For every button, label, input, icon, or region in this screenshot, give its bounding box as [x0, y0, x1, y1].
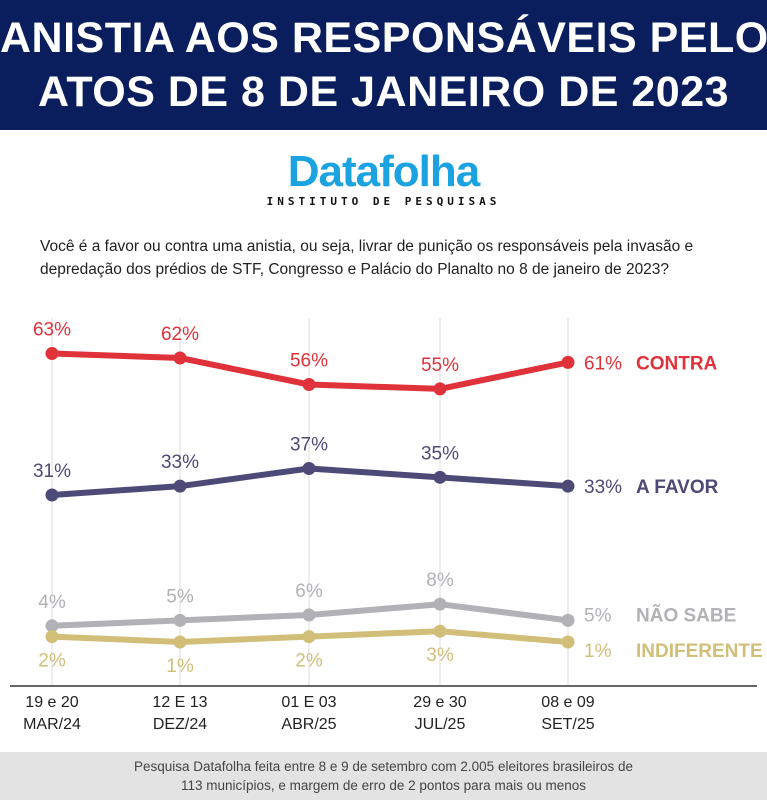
title-banner: ANISTIA AOS RESPONSÁVEIS PELOS ATOS DE 8…	[0, 0, 767, 130]
datafolha-logo: Datafolha INSTITUTO DE PESQUISAS	[0, 147, 767, 209]
x-tick-label: 19 e 20	[25, 694, 78, 711]
data-point	[45, 488, 59, 502]
data-point	[433, 597, 447, 611]
x-tick-label: 29 e 30	[413, 694, 466, 711]
footer-line-2: 113 municípios, e margem de erro de 2 po…	[181, 778, 586, 793]
data-label: 5%	[166, 586, 194, 607]
data-point	[45, 347, 59, 361]
x-tick-label: DEZ/24	[153, 716, 207, 733]
survey-question: Você é a favor ou contra uma anistia, ou…	[40, 238, 694, 278]
data-label: 1%	[166, 656, 194, 677]
data-label: 4%	[38, 592, 66, 613]
data-point	[561, 635, 575, 649]
series-legend: 61% CONTRA 33% A FAVOR 5% NÃO SABE 1% INDIFEREN…	[584, 353, 763, 662]
data-label: 6%	[295, 581, 323, 602]
end-value-label: 5%	[584, 605, 612, 626]
x-tick-label: SET/25	[541, 716, 594, 733]
data-label: 2%	[295, 651, 323, 672]
end-value-label: 61%	[584, 353, 622, 374]
series-name-label: CONTRA	[636, 353, 718, 374]
data-label: 31%	[33, 461, 71, 482]
logo-wordmark: Datafolha	[287, 147, 480, 196]
title-line-2: ATOS DE 8 DE JANEIRO DE 2023	[37, 68, 730, 116]
logo-subtitle: INSTITUTO DE PESQUISAS	[266, 195, 501, 208]
data-label: 8%	[426, 570, 454, 591]
data-point	[433, 624, 447, 638]
x-tick-label: 08 e 09	[541, 694, 594, 711]
data-label: 62%	[161, 324, 199, 345]
data-point	[433, 470, 447, 484]
data-labels: 63% 62% 56% 55% 31% 33% 37% 35% 4% 5% 6% 8% 2% 1% 2% 3%	[33, 320, 459, 677]
data-point	[433, 382, 447, 396]
data-label: 33%	[161, 452, 199, 473]
end-value-label: 1%	[584, 641, 612, 662]
title-line-1: ANISTIA AOS RESPONSÁVEIS PELOS	[0, 14, 767, 62]
data-point	[302, 608, 316, 622]
series-name-label: INDIFERENTE	[636, 641, 763, 662]
x-tick-label: JUL/25	[415, 716, 466, 733]
data-point	[561, 355, 575, 369]
data-point	[302, 378, 316, 391]
data-point	[45, 630, 59, 644]
data-point	[173, 351, 187, 365]
series-lines	[45, 347, 575, 649]
data-label: 55%	[421, 355, 459, 376]
line-chart: 63% 62% 56% 55% 31% 33% 37% 35% 4% 5% 6% 8% 2% 1% 2% 3%…	[10, 318, 763, 733]
data-point	[173, 613, 187, 627]
end-value-label: 33%	[584, 477, 622, 498]
data-label: 56%	[290, 351, 328, 372]
data-point	[561, 613, 575, 627]
data-label: 37%	[290, 434, 328, 455]
data-point	[302, 461, 316, 475]
footer-note: Pesquisa Datafolha feita entre 8 e 9 de …	[0, 752, 767, 800]
data-label: 3%	[426, 645, 454, 666]
data-label: 35%	[421, 443, 459, 464]
series-name-label: NÃO SABE	[636, 604, 736, 626]
data-point	[45, 619, 59, 633]
data-point	[561, 479, 575, 493]
x-tick-label: ABR/25	[281, 716, 336, 733]
footer-line-1: Pesquisa Datafolha feita entre 8 e 9 de …	[133, 759, 634, 774]
data-label: 63%	[33, 320, 71, 341]
x-tick-label: MAR/24	[23, 716, 81, 733]
x-tick-labels: 19 e 20 MAR/24 12 E 13 DEZ/24 01 E 03 ABR/25 2…	[23, 694, 595, 733]
data-point	[302, 630, 316, 644]
data-label: 2%	[38, 651, 66, 672]
x-tick-label: 12 E 13	[152, 694, 207, 711]
series-name-label: A FAVOR	[636, 477, 719, 498]
x-tick-label: 01 E 03	[281, 694, 336, 711]
data-point	[173, 479, 187, 493]
data-point	[173, 635, 187, 649]
